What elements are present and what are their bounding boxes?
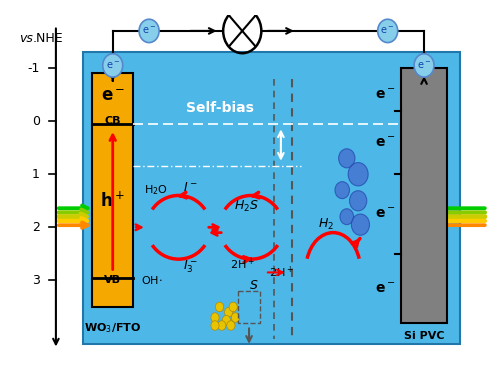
Text: WO$_3$/FTO: WO$_3$/FTO — [84, 321, 141, 335]
Text: vs: vs — [20, 32, 34, 45]
Text: 3: 3 — [32, 274, 40, 287]
Text: e$^-$: e$^-$ — [106, 60, 120, 71]
FancyBboxPatch shape — [83, 52, 460, 344]
Circle shape — [211, 313, 219, 322]
Text: VB: VB — [104, 275, 121, 285]
Circle shape — [232, 313, 239, 322]
Text: $H_2$: $H_2$ — [318, 217, 334, 232]
Circle shape — [340, 209, 353, 225]
Text: $H_2S$: $H_2S$ — [234, 198, 259, 214]
Text: H$_2$O: H$_2$O — [144, 183, 168, 197]
Circle shape — [350, 190, 367, 211]
Circle shape — [335, 182, 349, 199]
Text: 0: 0 — [32, 115, 40, 128]
Circle shape — [414, 54, 434, 77]
Text: CB: CB — [104, 117, 121, 126]
Text: Si PVC: Si PVC — [404, 331, 444, 341]
Text: e$^-$: e$^-$ — [100, 87, 125, 105]
Text: 1: 1 — [32, 168, 40, 181]
Text: e$^-$: e$^-$ — [380, 26, 395, 36]
Text: h$^+$: h$^+$ — [100, 191, 125, 210]
Bar — [402, 68, 447, 323]
Text: 2H$^+$: 2H$^+$ — [268, 265, 293, 280]
Circle shape — [338, 149, 355, 168]
Text: e$^-$: e$^-$ — [417, 60, 432, 71]
Circle shape — [348, 162, 368, 186]
Text: $S$: $S$ — [249, 279, 258, 292]
Text: 2: 2 — [32, 221, 40, 234]
Text: e$^-$: e$^-$ — [375, 135, 396, 149]
Circle shape — [224, 308, 232, 317]
Text: Self-bias: Self-bias — [186, 101, 254, 115]
Text: 2H$^+$: 2H$^+$ — [230, 257, 254, 272]
Circle shape — [378, 19, 398, 43]
Bar — [92, 74, 133, 307]
Circle shape — [139, 19, 159, 43]
Circle shape — [352, 214, 370, 235]
Text: -1: -1 — [28, 62, 40, 75]
Text: e$^-$: e$^-$ — [142, 26, 156, 36]
Circle shape — [102, 54, 122, 77]
Circle shape — [222, 315, 230, 325]
Circle shape — [229, 302, 237, 312]
Text: .NHE: .NHE — [32, 32, 63, 45]
Text: e$^-$: e$^-$ — [375, 207, 396, 221]
Text: OH$\cdot$: OH$\cdot$ — [140, 274, 162, 286]
Circle shape — [216, 302, 224, 312]
Text: e$^-$: e$^-$ — [375, 281, 396, 296]
Circle shape — [227, 321, 235, 330]
Circle shape — [211, 321, 219, 330]
Circle shape — [218, 321, 226, 330]
Text: $I^-$: $I^-$ — [182, 181, 198, 194]
Bar — [238, 291, 260, 323]
Text: e$^-$: e$^-$ — [375, 88, 396, 102]
Text: $I_3^-$: $I_3^-$ — [182, 259, 198, 275]
